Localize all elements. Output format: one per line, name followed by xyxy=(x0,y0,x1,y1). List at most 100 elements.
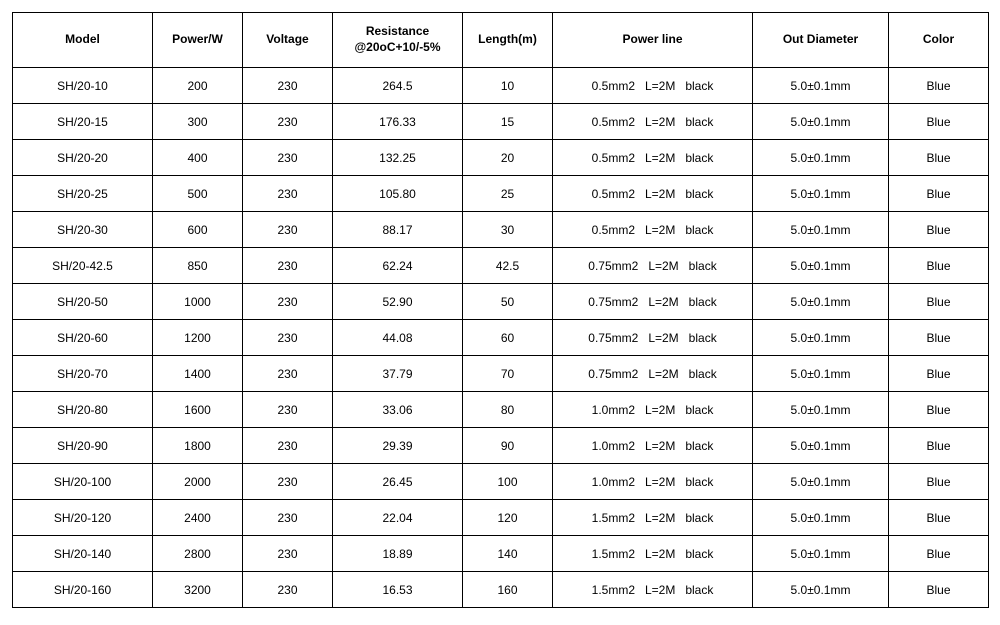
table-cell: 300 xyxy=(153,104,243,140)
table-cell: 88.17 xyxy=(333,212,463,248)
table-cell: 230 xyxy=(243,284,333,320)
table-cell: 20 xyxy=(463,140,553,176)
table-cell: 230 xyxy=(243,140,333,176)
table-cell: SH/20-20 xyxy=(13,140,153,176)
table-cell: 37.79 xyxy=(333,356,463,392)
table-cell: 5.0±0.1mm xyxy=(753,356,889,392)
table-cell: 1200 xyxy=(153,320,243,356)
table-cell: 600 xyxy=(153,212,243,248)
spec-table: Model Power/W Voltage Resistance @20oC+1… xyxy=(12,12,989,608)
table-cell: 100 xyxy=(463,464,553,500)
table-cell: SH/20-60 xyxy=(13,320,153,356)
table-cell: 5.0±0.1mm xyxy=(753,428,889,464)
table-row: SH/20-160320023016.531601.5mm2 L=2M blac… xyxy=(13,572,989,608)
table-cell: Blue xyxy=(889,140,989,176)
table-cell: SH/20-30 xyxy=(13,212,153,248)
table-cell: 16.53 xyxy=(333,572,463,608)
table-cell: 230 xyxy=(243,356,333,392)
table-cell: 132.25 xyxy=(333,140,463,176)
table-cell: Blue xyxy=(889,392,989,428)
table-cell: Blue xyxy=(889,176,989,212)
table-cell: 230 xyxy=(243,536,333,572)
table-cell: 1.0mm2 L=2M black xyxy=(553,464,753,500)
table-cell: 230 xyxy=(243,428,333,464)
table-cell: 0.75mm2 L=2M black xyxy=(553,248,753,284)
table-cell: Blue xyxy=(889,464,989,500)
table-cell: SH/20-25 xyxy=(13,176,153,212)
table-cell: SH/20-120 xyxy=(13,500,153,536)
table-cell: 90 xyxy=(463,428,553,464)
table-cell: 30 xyxy=(463,212,553,248)
table-cell: 230 xyxy=(243,320,333,356)
table-cell: 5.0±0.1mm xyxy=(753,140,889,176)
col-header-power: Power/W xyxy=(153,13,243,68)
table-row: SH/20-3060023088.17300.5mm2 L=2M black5.… xyxy=(13,212,989,248)
table-cell: SH/20-90 xyxy=(13,428,153,464)
table-cell: 120 xyxy=(463,500,553,536)
col-header-voltage: Voltage xyxy=(243,13,333,68)
table-row: SH/20-50100023052.90500.75mm2 L=2M black… xyxy=(13,284,989,320)
table-cell: 5.0±0.1mm xyxy=(753,212,889,248)
table-cell: 1.0mm2 L=2M black xyxy=(553,392,753,428)
table-cell: 18.89 xyxy=(333,536,463,572)
table-cell: 230 xyxy=(243,572,333,608)
table-cell: 5.0±0.1mm xyxy=(753,248,889,284)
table-cell: 0.5mm2 L=2M black xyxy=(553,68,753,104)
table-cell: 5.0±0.1mm xyxy=(753,464,889,500)
table-cell: 2400 xyxy=(153,500,243,536)
table-cell: 0.5mm2 L=2M black xyxy=(553,176,753,212)
table-cell: 1800 xyxy=(153,428,243,464)
table-cell: 1400 xyxy=(153,356,243,392)
table-cell: 26.45 xyxy=(333,464,463,500)
table-cell: 230 xyxy=(243,68,333,104)
table-cell: 44.08 xyxy=(333,320,463,356)
table-cell: 1000 xyxy=(153,284,243,320)
table-cell: 22.04 xyxy=(333,500,463,536)
table-cell: 2000 xyxy=(153,464,243,500)
table-cell: 0.5mm2 L=2M black xyxy=(553,104,753,140)
table-cell: SH/20-80 xyxy=(13,392,153,428)
col-header-resistance: Resistance @20oC+10/-5% xyxy=(333,13,463,68)
table-row: SH/20-140280023018.891401.5mm2 L=2M blac… xyxy=(13,536,989,572)
table-cell: Blue xyxy=(889,572,989,608)
table-cell: Blue xyxy=(889,320,989,356)
table-cell: 0.5mm2 L=2M black xyxy=(553,212,753,248)
table-row: SH/20-20400230132.25200.5mm2 L=2M black5… xyxy=(13,140,989,176)
table-cell: Blue xyxy=(889,536,989,572)
table-cell: 0.75mm2 L=2M black xyxy=(553,284,753,320)
table-cell: 1600 xyxy=(153,392,243,428)
table-cell: 105.80 xyxy=(333,176,463,212)
col-header-powerline: Power line xyxy=(553,13,753,68)
table-cell: SH/20-10 xyxy=(13,68,153,104)
table-row: SH/20-25500230105.80250.5mm2 L=2M black5… xyxy=(13,176,989,212)
table-cell: SH/20-160 xyxy=(13,572,153,608)
table-cell: 29.39 xyxy=(333,428,463,464)
table-cell: 230 xyxy=(243,464,333,500)
col-header-model: Model xyxy=(13,13,153,68)
table-cell: 264.5 xyxy=(333,68,463,104)
table-cell: 5.0±0.1mm xyxy=(753,176,889,212)
table-cell: SH/20-70 xyxy=(13,356,153,392)
table-row: SH/20-10200230264.5100.5mm2 L=2M black5.… xyxy=(13,68,989,104)
table-cell: 5.0±0.1mm xyxy=(753,392,889,428)
table-cell: Blue xyxy=(889,68,989,104)
table-cell: 0.75mm2 L=2M black xyxy=(553,320,753,356)
table-cell: SH/20-50 xyxy=(13,284,153,320)
table-cell: 230 xyxy=(243,176,333,212)
table-row: SH/20-15300230176.33150.5mm2 L=2M black5… xyxy=(13,104,989,140)
table-cell: 10 xyxy=(463,68,553,104)
table-cell: SH/20-15 xyxy=(13,104,153,140)
table-cell: 5.0±0.1mm xyxy=(753,572,889,608)
table-cell: Blue xyxy=(889,248,989,284)
table-cell: 5.0±0.1mm xyxy=(753,500,889,536)
table-cell: SH/20-140 xyxy=(13,536,153,572)
table-cell: Blue xyxy=(889,356,989,392)
table-cell: 15 xyxy=(463,104,553,140)
table-cell: 140 xyxy=(463,536,553,572)
table-cell: Blue xyxy=(889,212,989,248)
table-cell: 5.0±0.1mm xyxy=(753,320,889,356)
table-row: SH/20-80160023033.06801.0mm2 L=2M black5… xyxy=(13,392,989,428)
table-cell: 1.5mm2 L=2M black xyxy=(553,536,753,572)
table-cell: 0.5mm2 L=2M black xyxy=(553,140,753,176)
table-cell: 42.5 xyxy=(463,248,553,284)
